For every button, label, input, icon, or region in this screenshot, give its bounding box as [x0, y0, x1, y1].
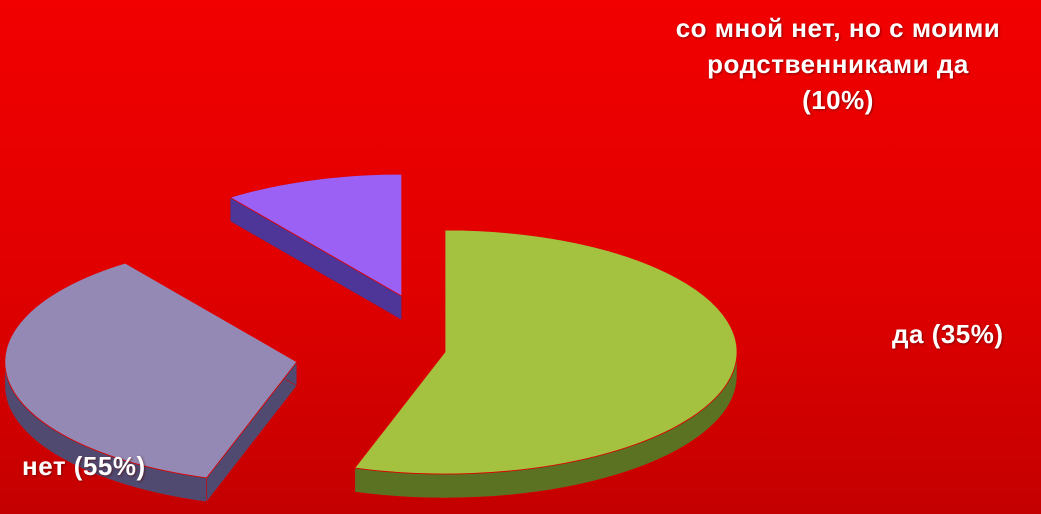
slice-label-yes: да (35%)	[892, 319, 1004, 349]
pie-slice-top-1	[4, 262, 298, 479]
slice-label-relatives-yes: со мной нет, но с моими родственниками д…	[675, 13, 1001, 115]
pie-slice-top-0	[354, 229, 738, 475]
pie-slice-0	[354, 229, 738, 499]
pie-slice-1	[4, 262, 298, 503]
pie-slice-top-2	[229, 173, 403, 297]
slice-label-no: нет (55%)	[22, 451, 146, 481]
pie-slice-2	[229, 173, 403, 321]
